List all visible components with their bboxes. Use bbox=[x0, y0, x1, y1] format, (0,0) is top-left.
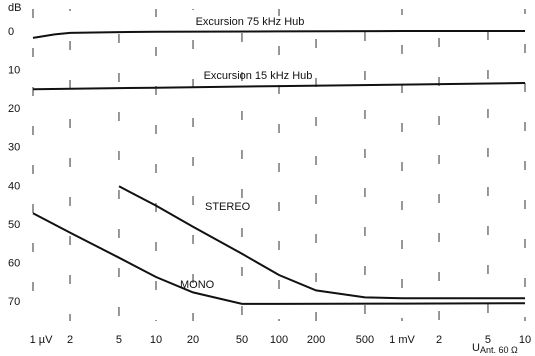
series-label: Excursion 75 kHz Hub bbox=[196, 16, 305, 28]
y-tick-label: 40 bbox=[8, 180, 20, 192]
series-label: Excursion 15 kHz Hub bbox=[204, 70, 313, 82]
y-tick-label: 10 bbox=[8, 65, 20, 77]
y-tick-label: 20 bbox=[8, 103, 20, 115]
x-tick-label: 1 mV bbox=[389, 334, 415, 346]
x-tick-label: 10 bbox=[519, 334, 531, 346]
y-axis-label: dB bbox=[8, 2, 21, 14]
x-tick-label: 5 bbox=[116, 334, 122, 346]
x-tick-label: 10 bbox=[150, 334, 162, 346]
x-tick-label: 5 bbox=[485, 334, 491, 346]
x-tick-label: 1 µV bbox=[30, 334, 54, 346]
x-tick-label: 50 bbox=[236, 334, 248, 346]
series-line bbox=[118, 185, 525, 300]
x-tick-label: 100 bbox=[270, 334, 288, 346]
series-label: MONO bbox=[180, 279, 215, 291]
y-tick-label: 30 bbox=[8, 142, 20, 154]
x-axis-label: UAnt. 60 Ω bbox=[472, 342, 518, 355]
series-line bbox=[32, 212, 526, 305]
x-tick-label: 20 bbox=[187, 334, 199, 346]
series-line bbox=[32, 30, 525, 39]
y-tick-label: 0 bbox=[8, 26, 14, 38]
y-tick-label: 60 bbox=[8, 257, 20, 269]
x-tick-label: 200 bbox=[307, 334, 325, 346]
x-axis-label-main: U bbox=[472, 342, 480, 354]
series-label: STEREO bbox=[205, 201, 251, 213]
x-tick-label: 2 bbox=[67, 334, 73, 346]
y-tick-label: 70 bbox=[8, 296, 20, 308]
x-tick-label: 500 bbox=[356, 334, 374, 346]
series-line bbox=[32, 82, 526, 91]
x-tick-label: 2 bbox=[436, 334, 442, 346]
x-axis-label-subscript: Ant. 60 Ω bbox=[480, 345, 518, 355]
y-tick-label: 50 bbox=[8, 219, 20, 231]
